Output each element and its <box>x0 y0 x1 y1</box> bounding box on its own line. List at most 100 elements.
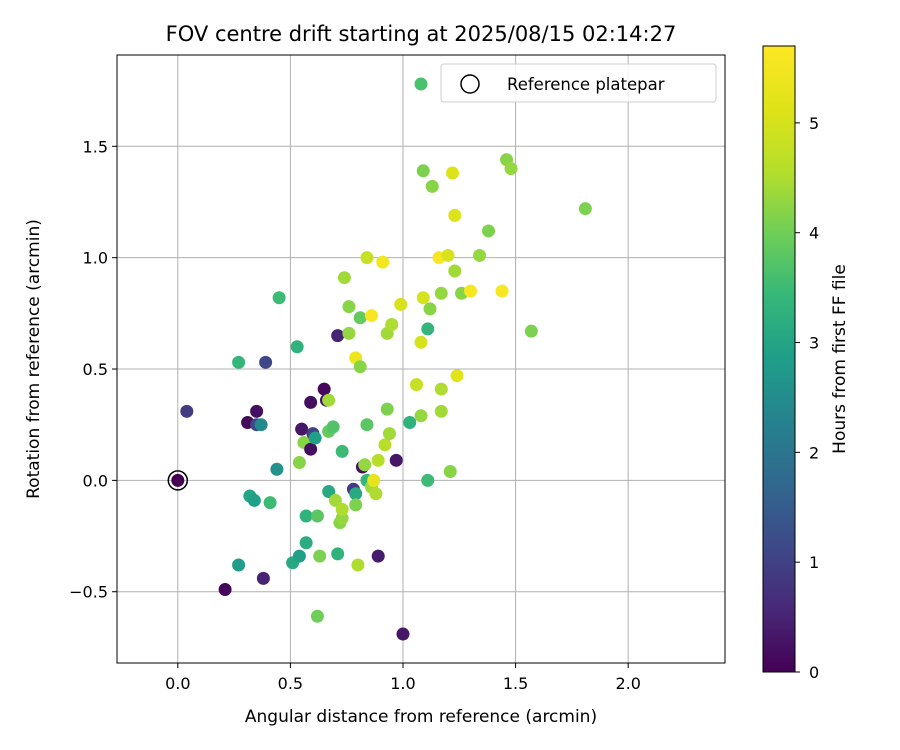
data-point <box>299 536 313 550</box>
data-point <box>270 462 284 476</box>
data-point <box>378 438 392 452</box>
reference-ring <box>167 470 189 491</box>
data-point <box>414 409 428 423</box>
data-point <box>331 547 345 561</box>
y-axis-ticks: −0.5 0.0 0.5 1.0 1.5 <box>69 137 117 602</box>
data-point <box>409 378 423 392</box>
data-point <box>331 329 345 343</box>
chart-title: FOV centre drift starting at 2025/08/15 … <box>166 22 677 46</box>
plot-frame <box>116 54 726 664</box>
data-point <box>256 571 270 585</box>
data-point <box>416 291 430 305</box>
data-point <box>425 179 439 193</box>
colorbar-ticks: 0 1 2 3 4 5 <box>795 114 819 682</box>
data-point <box>394 297 408 311</box>
legend-marker-filled <box>414 77 428 91</box>
data-point <box>322 393 336 407</box>
data-point <box>272 291 286 305</box>
colorbar-tick-label: 5 <box>809 114 819 133</box>
data-point <box>232 355 246 369</box>
data-point <box>335 502 349 516</box>
legend-label-reference: Reference platepar <box>507 75 665 94</box>
data-point <box>247 493 261 507</box>
colorbar-tick-label: 2 <box>809 443 819 462</box>
colorbar-gradient <box>763 46 795 672</box>
x-tick-label: 1.0 <box>390 674 415 693</box>
data-point <box>250 404 264 418</box>
data-point <box>308 431 322 445</box>
data-point <box>382 427 396 441</box>
data-point <box>369 487 383 501</box>
data-point <box>473 248 487 262</box>
colorbar-tick-label: 1 <box>809 553 819 572</box>
data-point <box>299 509 313 523</box>
data-point <box>180 404 194 418</box>
data-point <box>335 511 349 525</box>
reference-marker <box>167 470 189 491</box>
x-tick-label: 0.5 <box>278 674 303 693</box>
y-tick-label: 0.0 <box>83 471 108 490</box>
data-point <box>360 251 374 265</box>
y-tick-label: 0.5 <box>83 360 108 379</box>
data-point <box>254 418 268 432</box>
data-point <box>232 558 246 572</box>
data-point <box>367 473 381 487</box>
data-point <box>335 444 349 458</box>
data-point <box>322 485 336 499</box>
colorbar-label: Hours from first FF file <box>830 264 850 454</box>
y-tick-label: −0.5 <box>69 583 108 602</box>
data-point <box>304 442 318 456</box>
colorbar-tick-label: 4 <box>809 224 819 243</box>
data-point <box>349 498 363 512</box>
x-axis-label: Angular distance from reference (arcmin) <box>245 707 597 727</box>
data-point <box>342 300 356 314</box>
data-point <box>434 382 448 396</box>
data-point <box>371 453 385 467</box>
grid-lines <box>117 55 725 663</box>
data-point <box>295 422 309 436</box>
data-point <box>578 202 592 216</box>
data-point <box>446 166 460 180</box>
data-point <box>414 335 428 349</box>
data-point <box>342 326 356 340</box>
colorbar-tick-label: 3 <box>809 334 819 353</box>
data-point <box>218 583 232 597</box>
data-point <box>495 284 509 298</box>
colorbar-frame <box>762 45 796 673</box>
data-point <box>353 360 367 374</box>
data-points <box>180 153 592 641</box>
data-point <box>349 487 363 501</box>
data-point <box>358 458 372 472</box>
data-point <box>310 509 324 523</box>
data-point <box>482 224 496 238</box>
data-point <box>380 402 394 416</box>
data-point <box>259 355 273 369</box>
data-point <box>434 404 448 418</box>
data-point <box>310 609 324 623</box>
data-point <box>263 496 277 510</box>
y-tick-label: 1.0 <box>83 249 108 268</box>
data-point <box>443 464 457 478</box>
data-point <box>385 317 399 331</box>
y-tick-label: 1.5 <box>83 137 108 156</box>
data-point <box>328 493 342 507</box>
reference-point <box>171 473 185 487</box>
data-point <box>389 453 403 467</box>
x-axis-ticks: 0.0 0.5 1.0 1.5 2.0 <box>165 663 641 693</box>
colorbar-tick-label: 0 <box>809 663 819 682</box>
data-point <box>313 549 327 563</box>
data-point <box>317 382 331 396</box>
data-point <box>403 415 417 429</box>
colorbar: 0 1 2 3 4 5 Hours from first FF file <box>762 45 850 682</box>
data-point <box>337 271 351 285</box>
data-point <box>364 309 378 323</box>
data-point <box>396 627 410 641</box>
x-tick-label: 1.5 <box>503 674 528 693</box>
data-point <box>423 302 437 316</box>
data-point <box>504 162 518 176</box>
x-tick-label: 2.0 <box>615 674 640 693</box>
data-point <box>421 322 435 336</box>
data-point <box>304 395 318 409</box>
data-point <box>434 286 448 300</box>
